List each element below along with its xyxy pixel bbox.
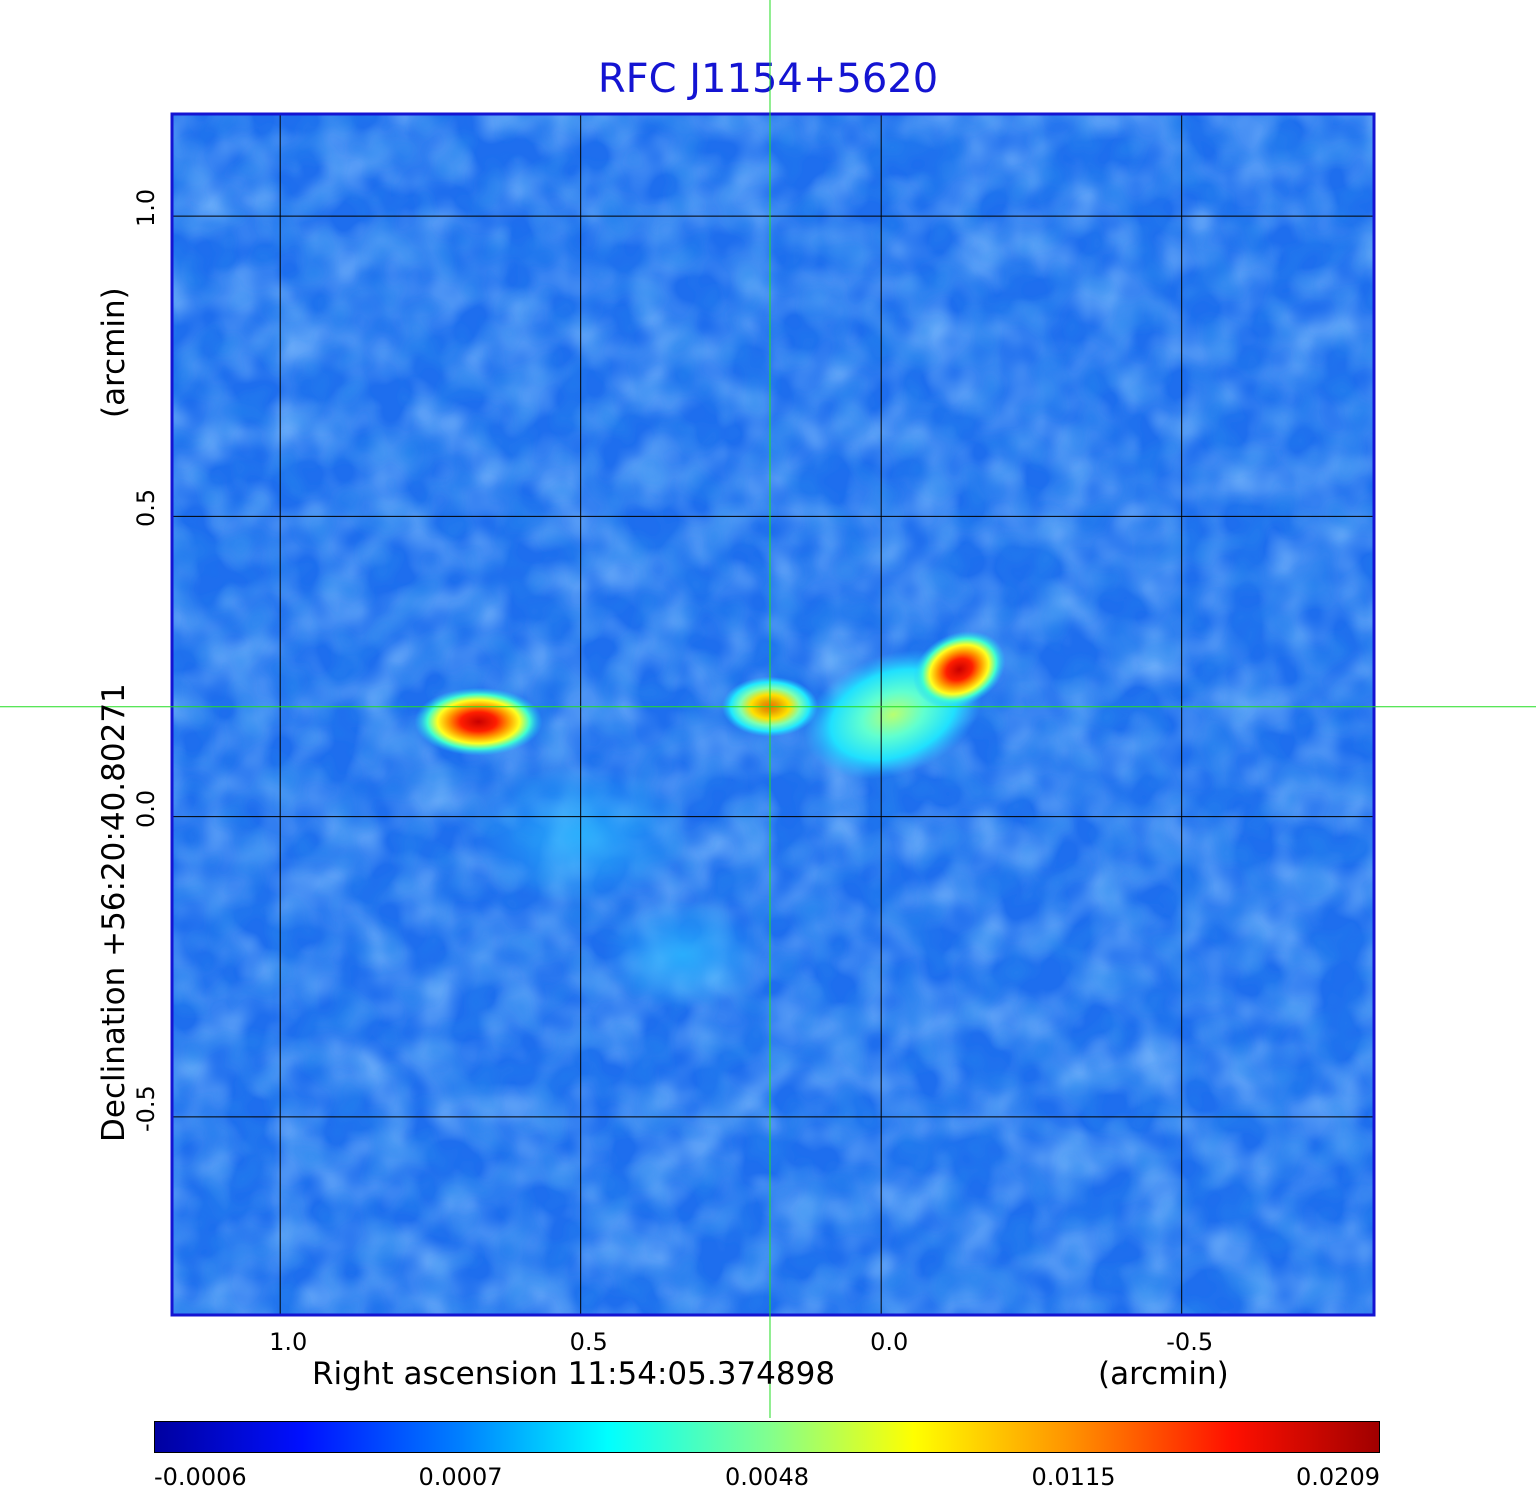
y-axis-unit: (arcmin): [96, 287, 132, 418]
component-east-lobe: [913, 631, 1006, 708]
chart-title: RFC J1154+5620: [597, 56, 939, 102]
colorbar-tick-label: 0.0115: [1031, 1463, 1116, 1491]
x-axis-unit: (arcmin): [1098, 1356, 1229, 1392]
colorbar: [154, 1421, 1380, 1453]
faint-emission-tail: [602, 899, 763, 1010]
colorbar-tick-label: 0.0048: [725, 1463, 809, 1491]
emission-components: [414, 631, 1006, 1010]
y-tick-label: 0.0: [132, 789, 160, 828]
x-tick-label: -0.5: [1166, 1328, 1214, 1356]
plot-area: [170, 112, 1376, 1317]
colorbar-tick-label: 0.0209: [1296, 1463, 1380, 1491]
x-axis-label: Right ascension 11:54:05.374898: [312, 1356, 836, 1392]
crosshair: [0, 0, 1536, 1418]
y-tick-label: -0.5: [132, 1085, 160, 1133]
plot-frame: [170, 112, 1376, 1317]
x-tick-label: 0.5: [569, 1328, 608, 1356]
colorbar-tick-label: 0.0007: [418, 1463, 503, 1491]
component-west-lobe: [414, 687, 543, 756]
x-tick-label: 0.0: [870, 1328, 909, 1356]
y-tick-label: 1.0: [132, 188, 160, 228]
x-tick-label: 1.0: [269, 1328, 308, 1356]
colorbar-tick-label: -0.0006: [154, 1463, 247, 1491]
grid-lines: [172, 114, 1374, 1315]
y-tick-label: 0.5: [132, 489, 160, 528]
y-axis-label: Declination +56:20:40.80271: [96, 683, 132, 1142]
